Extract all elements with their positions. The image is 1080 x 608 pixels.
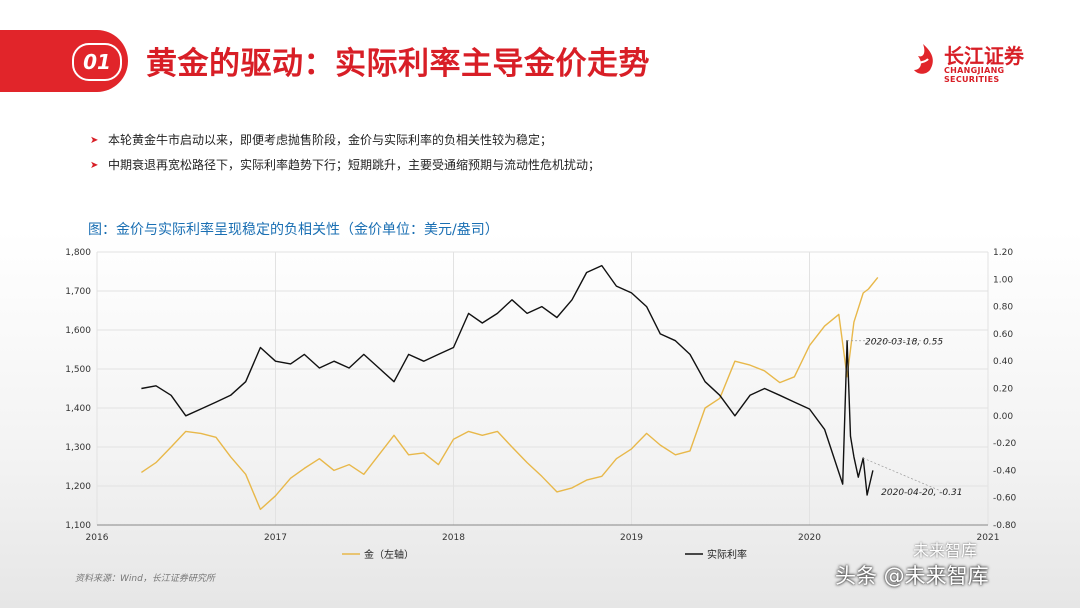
arrow-bullet-icon: ➤ bbox=[90, 135, 99, 146]
bullet-text: 中期衰退再宽松路径下，实际利率趋势下行；短期跳升，主要受通缩预期与流动性危机扰动… bbox=[108, 158, 601, 172]
bullet-text: 本轮黄金牛市启动以来，即便考虑抛售阶段，金价与实际利率的负相关性较为稳定； bbox=[108, 133, 553, 147]
bullet-list: ➤ 本轮黄金牛市启动以来，即便考虑抛售阶段，金价与实际利率的负相关性较为稳定； … bbox=[90, 128, 600, 178]
logo-flame-icon bbox=[914, 44, 933, 74]
page-title: 黄金的驱动：实际利率主导金价走势 bbox=[146, 46, 650, 82]
bullet-item: ➤ 中期衰退再宽松路径下，实际利率趋势下行；短期跳升，主要受通缩预期与流动性危机… bbox=[90, 153, 600, 178]
chart-title: 图：金价与实际利率呈现稳定的负相关性（金价单位：美元/盎司） bbox=[88, 222, 499, 238]
watermark-top: 未来智库 bbox=[913, 541, 978, 560]
section-number: 01 bbox=[72, 43, 122, 81]
logo-chinese-text: 长江证券 bbox=[944, 44, 1024, 68]
source-note: 资料来源：Wind，长江证券研究所 bbox=[75, 574, 215, 584]
brand-logo: 长江证券 CHANGJIANG SECURITIES bbox=[906, 42, 1056, 84]
logo-english-text: CHANGJIANG SECURITIES bbox=[944, 66, 1005, 84]
header-bar bbox=[0, 30, 128, 92]
bullet-item: ➤ 本轮黄金牛市启动以来，即便考虑抛售阶段，金价与实际利率的负相关性较为稳定； bbox=[90, 128, 600, 153]
watermark: 头条 @未来智库 bbox=[835, 564, 989, 588]
arrow-bullet-icon: ➤ bbox=[90, 160, 99, 171]
